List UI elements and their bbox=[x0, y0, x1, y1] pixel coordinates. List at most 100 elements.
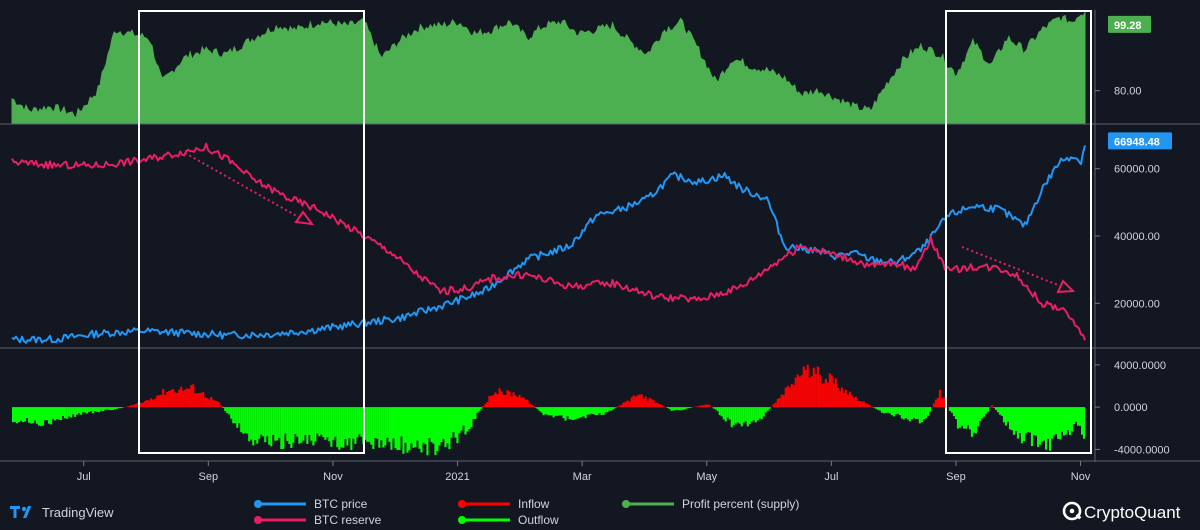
outflow-bar bbox=[308, 407, 311, 435]
outflow-bar bbox=[388, 407, 391, 442]
inflow-bar bbox=[506, 390, 509, 408]
outflow-bar bbox=[1047, 407, 1050, 439]
inflow-bar bbox=[504, 395, 507, 408]
inflow-bar bbox=[132, 405, 135, 408]
time-axis[interactable]: Jul Sep Nov 2021 Mar May Jul Sep Nov bbox=[77, 461, 1091, 483]
inflow-bar bbox=[774, 402, 777, 408]
inflow-bar bbox=[156, 395, 159, 408]
outflow-bar bbox=[1041, 407, 1044, 442]
outflow-bar bbox=[414, 407, 417, 448]
outflow-bar bbox=[1016, 407, 1019, 439]
outflow-bar bbox=[878, 407, 881, 411]
legend-btc-price-dot bbox=[254, 500, 262, 508]
outflow-bar bbox=[536, 407, 539, 409]
inflow-bar bbox=[182, 390, 185, 408]
inflow-bar bbox=[940, 398, 943, 408]
inflow-bar bbox=[660, 404, 663, 408]
outflow-bar bbox=[246, 407, 249, 434]
outflow-bar bbox=[668, 407, 671, 409]
inflow-bar bbox=[188, 388, 191, 408]
outflow-bar bbox=[82, 407, 85, 413]
inflow-bar bbox=[702, 405, 705, 408]
outflow-bar bbox=[66, 407, 69, 419]
outflow-bar bbox=[684, 407, 687, 410]
outflow-bar bbox=[880, 407, 883, 413]
outflow-bar bbox=[354, 407, 357, 444]
inflow-bar bbox=[170, 389, 173, 408]
outflow-bar bbox=[24, 407, 27, 422]
inflow-bar bbox=[812, 367, 815, 408]
inflow-bar bbox=[818, 374, 821, 408]
outflow-bar bbox=[70, 407, 73, 418]
outflow-bar bbox=[1006, 407, 1009, 422]
outflow-bar bbox=[426, 407, 429, 456]
outflow-bar bbox=[264, 407, 267, 443]
inflow-bar bbox=[934, 399, 937, 408]
outflow-bar bbox=[1067, 407, 1070, 431]
x-tick-label: May bbox=[696, 471, 717, 483]
outflow-bar bbox=[326, 407, 329, 438]
price-reserve-pane bbox=[11, 142, 1086, 344]
outflow-bar bbox=[96, 407, 99, 412]
outflow-bar bbox=[1057, 407, 1060, 439]
y-tick-label: 60000.00 bbox=[1114, 164, 1160, 176]
outflow-bar bbox=[756, 407, 759, 421]
outflow-bar bbox=[764, 407, 767, 413]
outflow-bar bbox=[226, 407, 229, 414]
outflow-bar bbox=[228, 407, 231, 415]
y-tick-label: 20000.00 bbox=[1114, 298, 1160, 310]
outflow-bar bbox=[742, 407, 745, 423]
outflow-bar bbox=[956, 407, 959, 429]
inflow-bar bbox=[700, 405, 703, 408]
outflow-bar bbox=[1075, 407, 1078, 422]
outflow-bar bbox=[590, 407, 593, 414]
outflow-bar bbox=[454, 407, 457, 438]
inflow-bar bbox=[160, 394, 163, 408]
x-tick-label: 2021 bbox=[445, 471, 469, 483]
outflow-bar bbox=[278, 407, 281, 438]
outflow-bar bbox=[382, 407, 385, 448]
inflow-bar bbox=[628, 401, 631, 408]
outflow-bar bbox=[970, 407, 973, 437]
outflow-bar bbox=[552, 407, 555, 418]
inflow-bar bbox=[854, 396, 857, 408]
inflow-bar bbox=[144, 400, 147, 408]
outflow-bar bbox=[374, 407, 377, 438]
outflow-bar bbox=[306, 407, 309, 444]
cryptoquant-logo-icon bbox=[1062, 501, 1082, 521]
outflow-bar bbox=[98, 407, 101, 413]
outflow-bar bbox=[248, 407, 251, 442]
inflow-bar bbox=[770, 406, 773, 408]
outflow-bar bbox=[472, 407, 475, 419]
inflow-bar bbox=[856, 400, 859, 408]
outflow-bar bbox=[748, 407, 751, 424]
inflow-bar bbox=[150, 398, 153, 408]
inflow-bar bbox=[520, 397, 523, 408]
outflow-bar bbox=[592, 407, 595, 415]
outflow-bar bbox=[714, 407, 717, 410]
inflow-bar bbox=[140, 402, 143, 408]
outflow-bar bbox=[64, 407, 67, 419]
outflow-bar bbox=[896, 407, 899, 414]
outflow-bar bbox=[682, 407, 685, 410]
outflow-bar bbox=[400, 407, 403, 437]
outflow-bar bbox=[476, 407, 479, 413]
outflow-bar bbox=[410, 407, 413, 444]
inflow-bar bbox=[494, 392, 497, 408]
x-tick-label: Jul bbox=[824, 471, 838, 483]
inflow-bar bbox=[198, 393, 201, 408]
outflow-bar bbox=[428, 407, 431, 439]
inflow-bar bbox=[804, 370, 807, 408]
outflow-bar bbox=[274, 407, 277, 441]
outflow-bar bbox=[104, 407, 107, 410]
outflow-bar bbox=[680, 407, 683, 411]
outflow-bar bbox=[992, 407, 995, 408]
outflow-bar bbox=[610, 407, 613, 411]
outflow-bar bbox=[908, 407, 911, 422]
outflow-bar bbox=[28, 407, 31, 423]
outflow-bar bbox=[386, 407, 389, 438]
outflow-bar bbox=[352, 407, 355, 439]
outflow-bar bbox=[1037, 407, 1040, 447]
outflow-bar bbox=[256, 407, 259, 444]
outflow-bar bbox=[396, 407, 399, 450]
